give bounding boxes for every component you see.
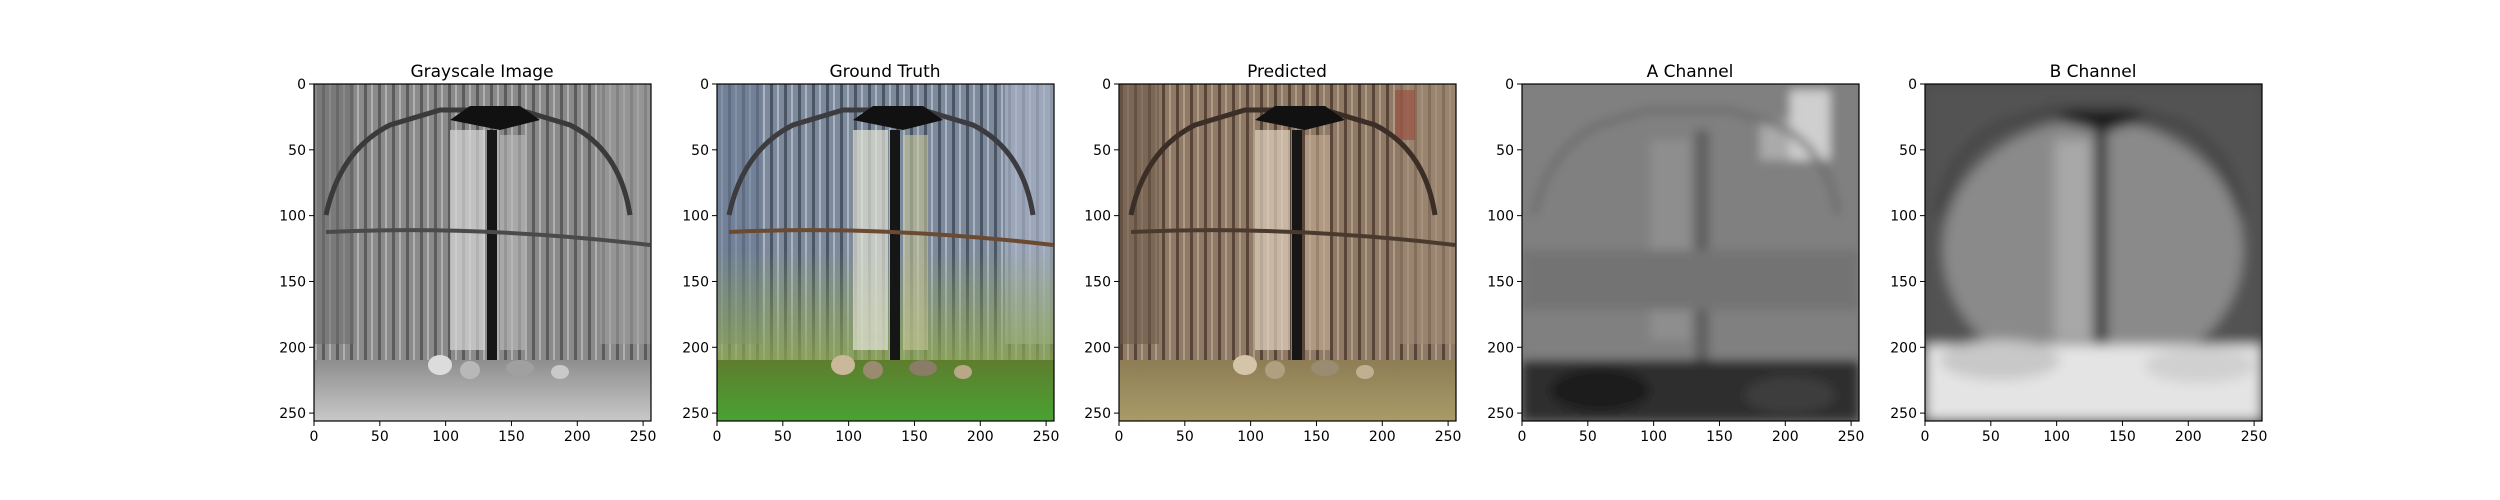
axes-frame bbox=[1118, 83, 1457, 422]
y-tick-label: 150 bbox=[1487, 274, 1514, 290]
y-tick-label: 0 bbox=[297, 77, 306, 93]
panel-b-channel: B Channel bbox=[1924, 62, 2263, 422]
x-tick-label: 100 bbox=[835, 429, 862, 445]
y-tick-label: 150 bbox=[682, 274, 709, 290]
y-tick-label: 50 bbox=[1093, 143, 1111, 159]
y-tick-label: 0 bbox=[1102, 77, 1111, 93]
x-tick-label: 50 bbox=[774, 429, 792, 445]
b-channel-map-image bbox=[1925, 84, 2262, 421]
y-tick-label: 0 bbox=[1505, 77, 1514, 93]
x-tick-label: 250 bbox=[1033, 429, 1060, 445]
y-tick-label: 50 bbox=[288, 143, 306, 159]
x-tick-label: 100 bbox=[2043, 429, 2070, 445]
y-tick-label: 0 bbox=[700, 77, 709, 93]
y-tick-label: 250 bbox=[1890, 406, 1917, 422]
panel-predicted: Predicted bbox=[1118, 62, 1457, 422]
y-tick-label: 150 bbox=[279, 274, 306, 290]
y-tick-label: 250 bbox=[682, 406, 709, 422]
x-tick-label: 250 bbox=[1435, 429, 1462, 445]
y-tick-label: 200 bbox=[1487, 340, 1514, 356]
x-tick-label: 200 bbox=[967, 429, 994, 445]
x-tick-label: 50 bbox=[1176, 429, 1194, 445]
y-tick-label: 100 bbox=[1487, 209, 1514, 225]
panel-ground-truth: Ground Truth bbox=[716, 62, 1055, 422]
y-tick-label: 150 bbox=[1084, 274, 1111, 290]
x-tick-label: 150 bbox=[2109, 429, 2136, 445]
y-tick-label: 50 bbox=[691, 143, 709, 159]
y-tick-label: 150 bbox=[1890, 274, 1917, 290]
x-tick-label: 50 bbox=[1579, 429, 1597, 445]
y-tick-label: 200 bbox=[1084, 340, 1111, 356]
x-tick-label: 100 bbox=[432, 429, 459, 445]
sepia-barn-door-image bbox=[1119, 84, 1456, 421]
color-barn-door-image bbox=[717, 84, 1054, 421]
x-tick-label: 0 bbox=[310, 429, 319, 445]
panel-grayscale: Grayscale Image bbox=[313, 62, 652, 422]
y-tick-label: 250 bbox=[1084, 406, 1111, 422]
x-tick-label: 50 bbox=[1982, 429, 2000, 445]
x-tick-label: 200 bbox=[564, 429, 591, 445]
x-tick-label: 250 bbox=[630, 429, 657, 445]
y-tick-label: 200 bbox=[1890, 340, 1917, 356]
a-channel-map-image bbox=[1522, 84, 1859, 421]
x-tick-label: 100 bbox=[1237, 429, 1264, 445]
panel-a-channel: A Channel bbox=[1521, 62, 1860, 422]
panel-title: Grayscale Image bbox=[410, 62, 553, 82]
axes-frame bbox=[1924, 83, 2263, 422]
y-tick-label: 100 bbox=[1084, 209, 1111, 225]
y-tick-label: 250 bbox=[279, 406, 306, 422]
panel-title: B Channel bbox=[2050, 62, 2137, 82]
x-tick-label: 150 bbox=[901, 429, 928, 445]
panel-title: Predicted bbox=[1247, 62, 1327, 82]
y-tick-label: 100 bbox=[279, 209, 306, 225]
y-tick-label: 250 bbox=[1487, 406, 1514, 422]
y-tick-label: 100 bbox=[1890, 209, 1917, 225]
x-tick-label: 0 bbox=[1115, 429, 1124, 445]
x-tick-label: 200 bbox=[1772, 429, 1799, 445]
x-tick-label: 0 bbox=[1518, 429, 1527, 445]
grayscale-barn-door-image bbox=[314, 84, 651, 421]
x-tick-label: 250 bbox=[2241, 429, 2268, 445]
x-tick-label: 150 bbox=[1706, 429, 1733, 445]
y-tick-label: 0 bbox=[1908, 77, 1917, 93]
y-tick-label: 200 bbox=[682, 340, 709, 356]
panel-title: A Channel bbox=[1647, 62, 1734, 82]
axes-frame bbox=[1521, 83, 1860, 422]
axes-frame bbox=[716, 83, 1055, 422]
panel-title: Ground Truth bbox=[829, 62, 940, 82]
x-tick-label: 0 bbox=[1921, 429, 1930, 445]
x-tick-label: 50 bbox=[371, 429, 389, 445]
y-tick-label: 200 bbox=[279, 340, 306, 356]
x-tick-label: 0 bbox=[713, 429, 722, 445]
y-tick-label: 50 bbox=[1496, 143, 1514, 159]
axes-frame bbox=[313, 83, 652, 422]
x-tick-label: 150 bbox=[1303, 429, 1330, 445]
x-tick-label: 200 bbox=[1369, 429, 1396, 445]
x-tick-label: 250 bbox=[1838, 429, 1865, 445]
y-tick-label: 100 bbox=[682, 209, 709, 225]
x-tick-label: 200 bbox=[2175, 429, 2202, 445]
x-tick-label: 100 bbox=[1640, 429, 1667, 445]
y-tick-label: 50 bbox=[1899, 143, 1917, 159]
x-tick-label: 150 bbox=[498, 429, 525, 445]
